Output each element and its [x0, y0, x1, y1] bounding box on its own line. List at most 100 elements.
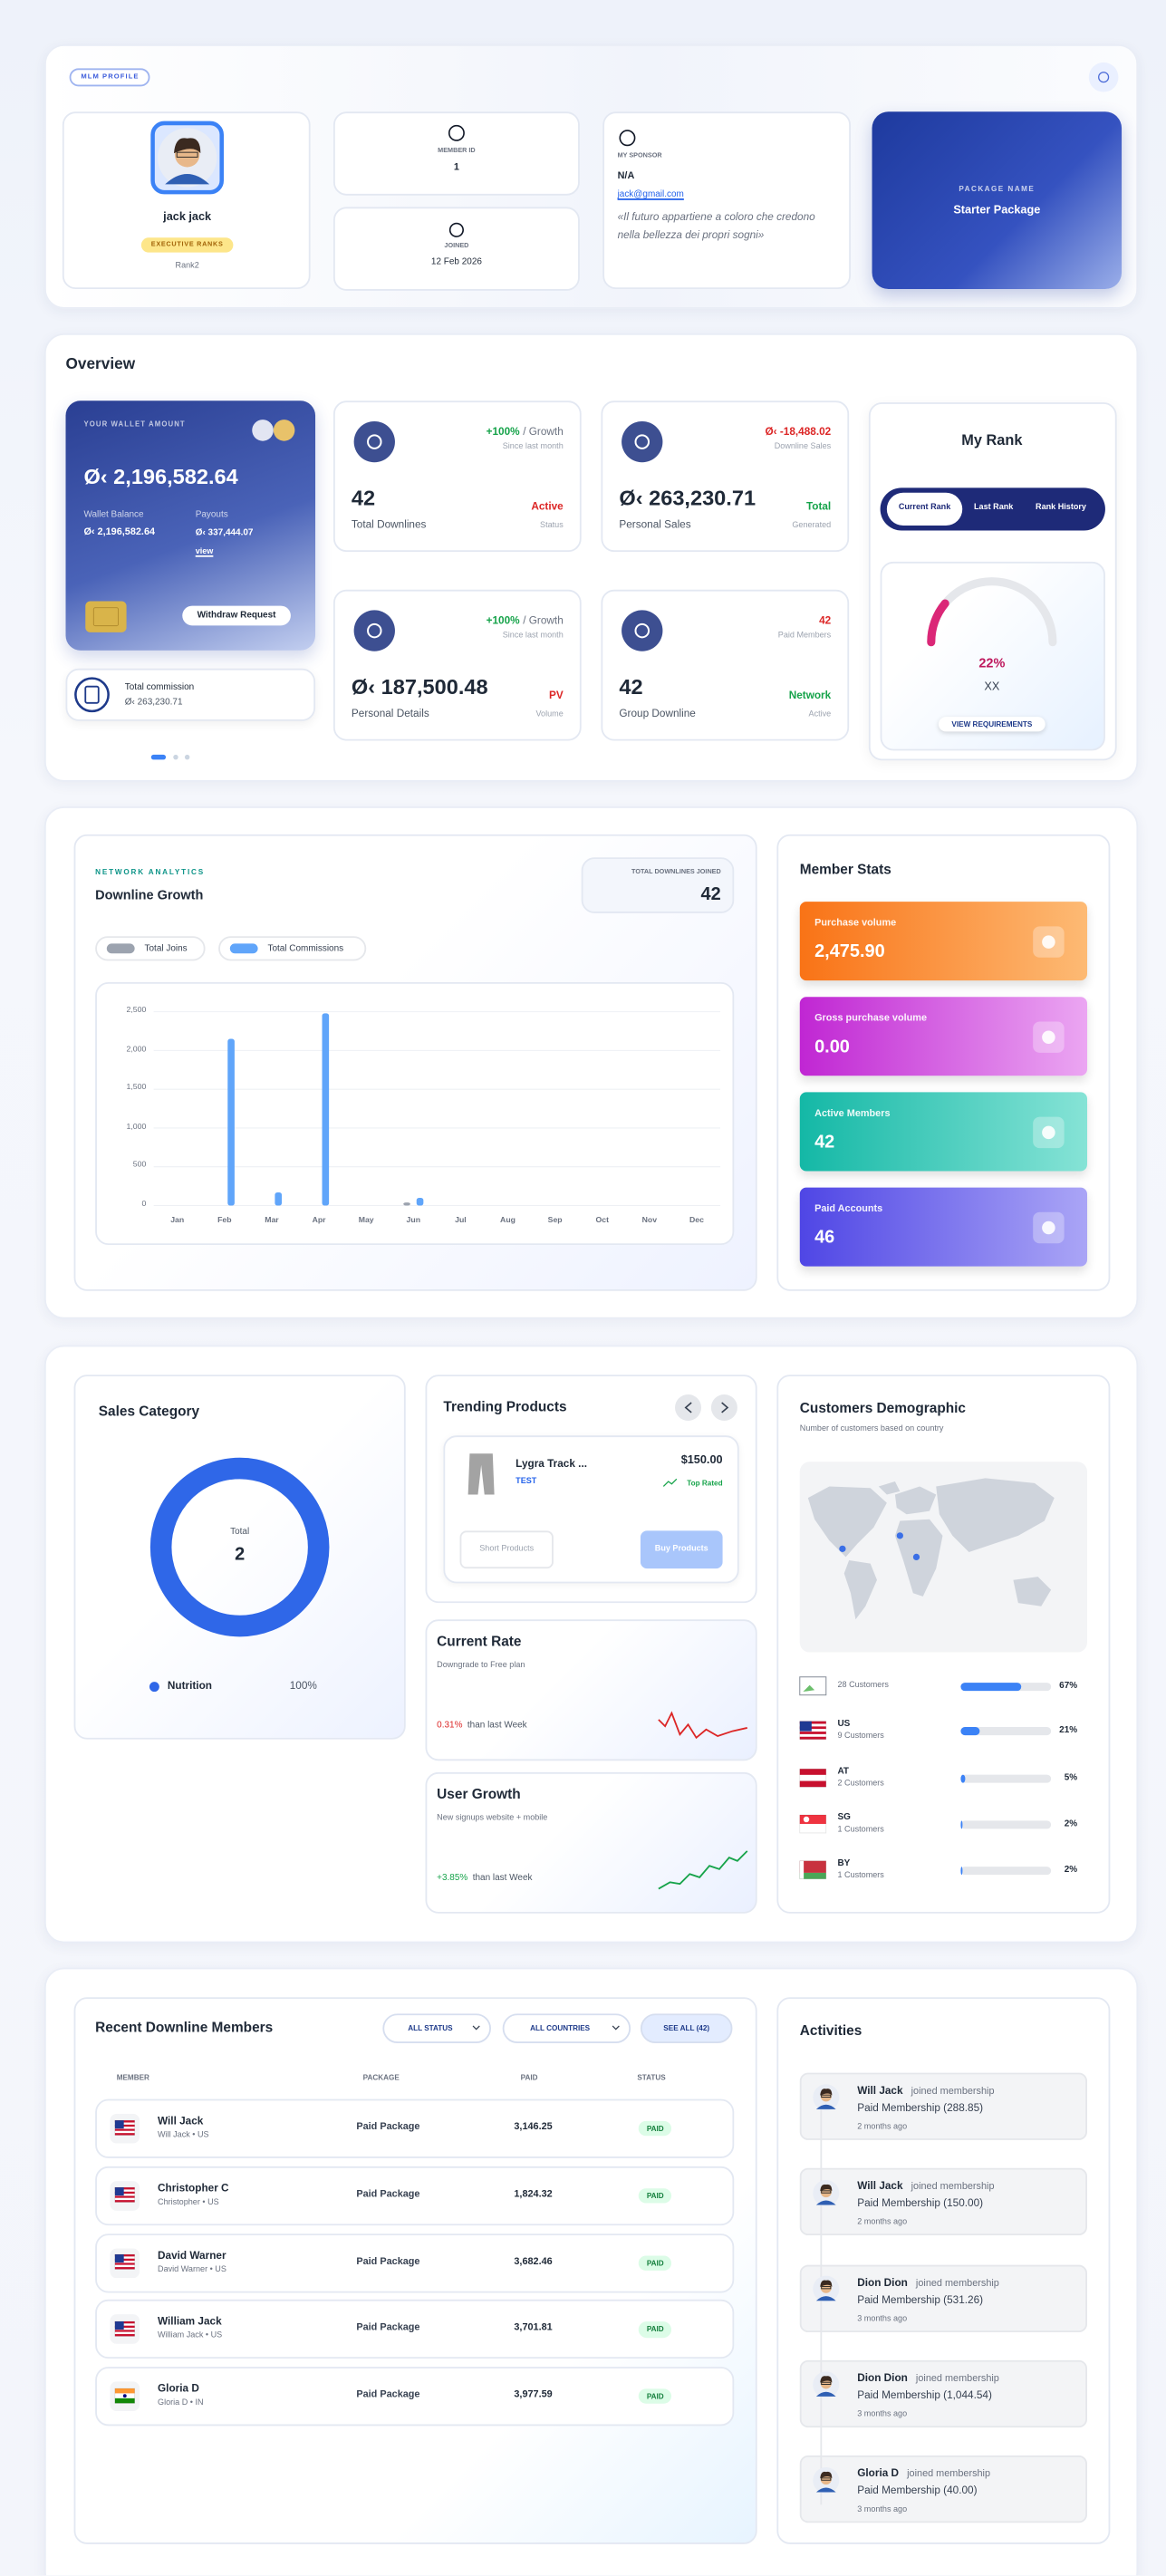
stat-change-sub: Paid Members: [777, 631, 832, 642]
stat-change: 42: [819, 615, 832, 628]
rank-tab[interactable]: Rank History: [1036, 502, 1086, 513]
activity-name: Dion Dion: [857, 2277, 908, 2289]
total-joined-label: TOTAL DOWNLINES JOINED: [631, 866, 721, 875]
member-stat-icon: [1033, 1211, 1065, 1244]
stat-change-sub: Since last month: [502, 441, 564, 452]
next-button[interactable]: [710, 1394, 737, 1421]
section-title: Overview: [65, 355, 136, 374]
package-label: PACKAGE NAME: [959, 184, 1036, 193]
country: AT: [837, 1767, 850, 1778]
filter-button[interactable]: [502, 2013, 631, 2043]
stat-change: +100%: [486, 426, 520, 439]
activity-item: [799, 2072, 1087, 2140]
member-package: Paid Package: [356, 2122, 420, 2133]
withdraw-button[interactable]: Withdraw Request: [182, 605, 291, 626]
member-paid: 1,824.32: [514, 2189, 553, 2200]
rank: Rank2: [175, 261, 199, 272]
view-link[interactable]: view: [195, 546, 214, 557]
stat-change-sub: Downline Sales: [774, 441, 832, 452]
demographics-title: Customers Demographic: [799, 1399, 967, 1416]
activity-detail: Paid Membership (40.00): [857, 2485, 978, 2498]
rank-tab-active[interactable]: [886, 492, 963, 526]
stat-change-row: +100% / Growth: [487, 413, 564, 443]
short-products-button[interactable]: [459, 1530, 554, 1569]
stat-value: Ø‹ 263,230.71: [619, 485, 756, 510]
view-requirements-button[interactable]: VIEW REQUIREMENTS: [938, 717, 1046, 732]
member-sub: William Jack • US: [158, 2331, 223, 2342]
status-badge: PAID: [638, 2254, 672, 2271]
filter-button[interactable]: [640, 2013, 733, 2043]
stat-status: Total: [805, 501, 832, 514]
change-row: 0.31% than last Week: [437, 1706, 526, 1736]
panel-title: Current Rate: [437, 1633, 522, 1650]
filter-button[interactable]: [382, 2013, 491, 2043]
x-tick-label: Jul: [455, 1217, 467, 1226]
buy-products-button[interactable]: [640, 1530, 723, 1569]
stat-label: Total Downlines: [351, 519, 427, 531]
activity-action: joined membership: [915, 2278, 999, 2289]
x-tick-label: May: [358, 1217, 374, 1226]
member-row: [95, 2367, 735, 2426]
activity-detail: Paid Membership (150.00): [857, 2198, 984, 2211]
legend-value: 100%: [289, 1680, 317, 1693]
rank-title: My Rank: [961, 431, 1023, 449]
percent-label: 67%: [1059, 1681, 1078, 1692]
member-stat-label: Active Members: [814, 1109, 891, 1120]
panel-title: User Growth: [437, 1785, 521, 1802]
sponsor-box: [602, 111, 851, 290]
member-paid: 3,701.81: [514, 2323, 553, 2334]
table-header: PACKAGE: [362, 2073, 400, 2082]
member-name: Gloria D: [158, 2384, 199, 2396]
member-paid: 3,977.59: [514, 2390, 553, 2401]
product-name: Lygra Track ...: [516, 1459, 588, 1471]
member-stat-value: 0.00: [814, 1037, 850, 1057]
percent-label: 5%: [1064, 1773, 1078, 1784]
activity-action: joined membership: [911, 2183, 995, 2194]
sponsor-email[interactable]: jack@gmail.com: [617, 189, 684, 200]
activity-name: Will Jack: [857, 2181, 903, 2194]
joined-label: JOINED: [444, 240, 469, 249]
member-sub: Will Jack • US: [158, 2130, 209, 2141]
analytics-label: NETWORK ANALYTICS: [95, 867, 205, 876]
member-paid: 3,146.25: [514, 2122, 553, 2133]
stat-label: Personal Sales: [619, 519, 691, 531]
commission-box: [65, 668, 316, 721]
stat-change-suffix: / Growth: [523, 426, 564, 439]
member-row: [95, 2166, 735, 2225]
x-tick-label: Feb: [217, 1217, 232, 1226]
rank-tab[interactable]: Last Rank: [974, 502, 1014, 513]
member-name: Will Jack: [158, 2116, 204, 2127]
recent-title: Recent Downline Members: [95, 2018, 274, 2036]
rank-tab[interactable]: Current Rank: [898, 502, 951, 513]
x-tick-label: Oct: [595, 1217, 609, 1226]
section-badge: MLM PROFILE: [69, 68, 151, 87]
percent-label: 21%: [1059, 1725, 1078, 1736]
sponsor-label: MY SPONSOR: [617, 150, 662, 159]
member-stat-label: Purchase volume: [814, 919, 897, 930]
customers: 9 Customers: [837, 1731, 884, 1741]
activity-item: [799, 2168, 1087, 2236]
y-tick-label: 1,500: [126, 1085, 147, 1094]
rank-badge: EXECUTIVE RANKS: [140, 237, 234, 252]
wallet-amount: Ø‹ 2,196,582.64: [83, 464, 238, 489]
chart-title: Downline Growth: [95, 887, 204, 902]
activities-title: Activities: [799, 2021, 862, 2039]
member-paid: 3,682.46: [514, 2256, 553, 2267]
stat-change-row: +100% / Growth: [487, 603, 564, 632]
country: BY: [837, 1858, 851, 1869]
member-stat-value: 46: [814, 1228, 835, 1249]
stat-value: Ø‹ 187,500.48: [351, 674, 488, 699]
stat-status-sub: Generated: [792, 520, 832, 531]
prev-button[interactable]: [675, 1394, 702, 1421]
change: 0.31%: [437, 1721, 463, 1732]
stat-status-sub: Active: [808, 709, 832, 720]
legend-label: Nutrition: [167, 1680, 212, 1693]
button-label: Buy Products: [654, 1543, 708, 1554]
member-stat-value: 42: [814, 1133, 835, 1153]
change-suffix: than last Week: [472, 1873, 533, 1884]
stat-status: Network: [788, 690, 832, 702]
stat-change-row: 42: [819, 603, 831, 632]
activity-name: Will Jack: [857, 2085, 903, 2098]
change-suffix: than last Week: [467, 1721, 527, 1732]
sponsor-quote: «Il futuro appartiene a coloro che credo…: [617, 211, 815, 242]
